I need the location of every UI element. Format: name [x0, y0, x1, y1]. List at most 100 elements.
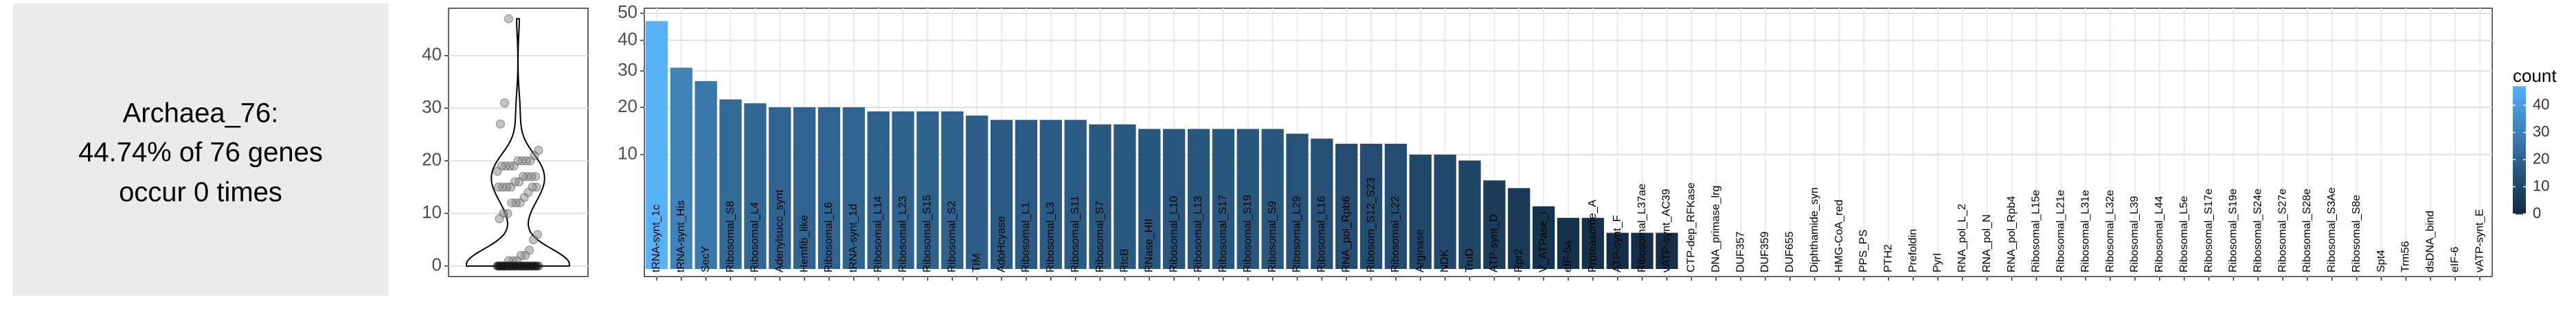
bar-label: Ribosomal_L10 — [1168, 196, 1179, 272]
bar-label: Ribosomal_S17 — [1217, 195, 1229, 272]
bar-label: PyrI — [1932, 253, 1943, 272]
bar — [1286, 133, 1309, 269]
violin — [465, 18, 571, 267]
bar-label: Ribosomal_S3Ae — [2326, 187, 2338, 272]
y-tick-label: 0 — [432, 255, 442, 275]
bar — [941, 111, 964, 269]
colorbar-step — [2513, 89, 2526, 94]
y-tick-label: 20 — [618, 96, 637, 116]
bar-label: Ribosomal_L4 — [749, 202, 761, 272]
summary-line: Archaea_76: — [123, 98, 279, 129]
bar-label: Ribosomal_L32e — [2104, 190, 2116, 272]
bar — [1409, 154, 1432, 269]
bar — [990, 120, 1013, 269]
bar-label: Ribosomal_L31e — [2079, 190, 2091, 272]
colorbar-step — [2513, 204, 2526, 208]
y-tick-label: 40 — [422, 44, 442, 65]
colorbar-step — [2513, 160, 2526, 164]
bar — [1039, 120, 1062, 269]
colorbar-step — [2513, 105, 2526, 109]
colorbar-step — [2513, 121, 2526, 125]
colorbar-step — [2513, 197, 2526, 202]
bar-label: AdoHcyase — [995, 216, 1007, 272]
colorbar-step — [2513, 178, 2526, 183]
point — [496, 119, 505, 129]
bar-label: Adenylsucc_synt — [773, 189, 785, 272]
bar — [867, 111, 890, 269]
bar — [1236, 129, 1259, 269]
colorbar-step — [2513, 131, 2526, 135]
colorbar-step — [2513, 133, 2526, 138]
bar-label: V_ATPase_I — [1537, 211, 1549, 272]
bar-label: TIM — [971, 253, 982, 272]
colorbar-step — [2513, 140, 2526, 144]
bar — [1064, 120, 1087, 269]
colorbar-step — [2513, 211, 2526, 215]
bar — [769, 107, 791, 269]
bar — [1557, 217, 1580, 269]
y-tick-label: 50 — [618, 1, 637, 22]
colorbar-step — [2513, 98, 2526, 103]
colorbar-step — [2513, 175, 2526, 180]
bar-label: Hemfib_like — [798, 215, 810, 272]
bar-label: NDK — [1439, 249, 1451, 272]
colorbar-step — [2513, 111, 2526, 116]
bar-label: Diphthamide_syn — [1809, 187, 1820, 272]
bar-label: Proteasome_A — [1587, 199, 1598, 272]
bar — [817, 107, 841, 269]
bar-label: tRNA-synt_1d — [848, 204, 859, 272]
bar — [1656, 233, 1678, 269]
point — [493, 166, 502, 176]
colorbar-step — [2513, 182, 2526, 186]
bar — [1581, 217, 1605, 269]
bar-label: Ribosom_S12_S23 — [1365, 177, 1377, 272]
summary-line: occur 0 times — [119, 177, 282, 208]
bar — [1359, 143, 1383, 269]
bar-label: Ribosomal_S15 — [922, 195, 934, 272]
summary-line: 44.74% of 76 genes — [78, 138, 323, 168]
point — [495, 261, 504, 271]
colorbar-step — [2513, 169, 2526, 173]
bar-label: PPS_PS — [1858, 230, 1870, 272]
bar-label: Spt4 — [2375, 250, 2387, 272]
bar-label: Trm56 — [2400, 241, 2412, 272]
bar-label: eIF-6 — [2449, 247, 2461, 272]
bar-label: Ribosomal_L3 — [1045, 202, 1057, 272]
bar — [744, 103, 767, 269]
colorbar-step — [2513, 201, 2526, 205]
bar — [1458, 160, 1481, 269]
colorbar-step — [2513, 191, 2526, 195]
colorbar-step — [2513, 150, 2526, 154]
bar-label: CTP-dep_RFKase — [1686, 182, 1697, 272]
legend-label: 30 — [2533, 122, 2549, 140]
colorbar-step — [2513, 86, 2526, 90]
bar-label: Ribosomal_S17e — [2203, 188, 2215, 272]
bar-label: vATP-synt_E — [2474, 209, 2485, 272]
y-tick-label: 10 — [618, 143, 637, 164]
colorbar-step — [2513, 166, 2526, 170]
bar — [1335, 143, 1358, 269]
bar-label: eIF-5a — [1562, 241, 1574, 272]
bar-label: RNA_pol_L_2 — [1956, 204, 1968, 272]
bar-label: Ribosomal_S2 — [947, 201, 958, 272]
bar-label: Prefoldin — [1907, 229, 1919, 272]
colorbar-step — [2513, 92, 2526, 96]
colorbar-step — [2513, 108, 2526, 113]
bar-label: Ribosomal_S8 — [725, 201, 736, 272]
bar — [916, 111, 939, 269]
bar — [1015, 120, 1038, 269]
bar-label: DUF359 — [1759, 231, 1771, 272]
bar-label: SecY — [700, 246, 712, 272]
bar — [1384, 143, 1408, 269]
bar — [1311, 138, 1333, 269]
bar-label: Rpr2 — [1513, 248, 1524, 272]
colorbar-step — [2513, 127, 2526, 131]
bar — [1606, 233, 1629, 269]
point — [529, 235, 538, 244]
bar-label: Ribosomal_L14 — [872, 196, 884, 272]
bar — [1631, 233, 1653, 269]
colorbar-step — [2513, 147, 2526, 151]
bar — [719, 99, 742, 269]
